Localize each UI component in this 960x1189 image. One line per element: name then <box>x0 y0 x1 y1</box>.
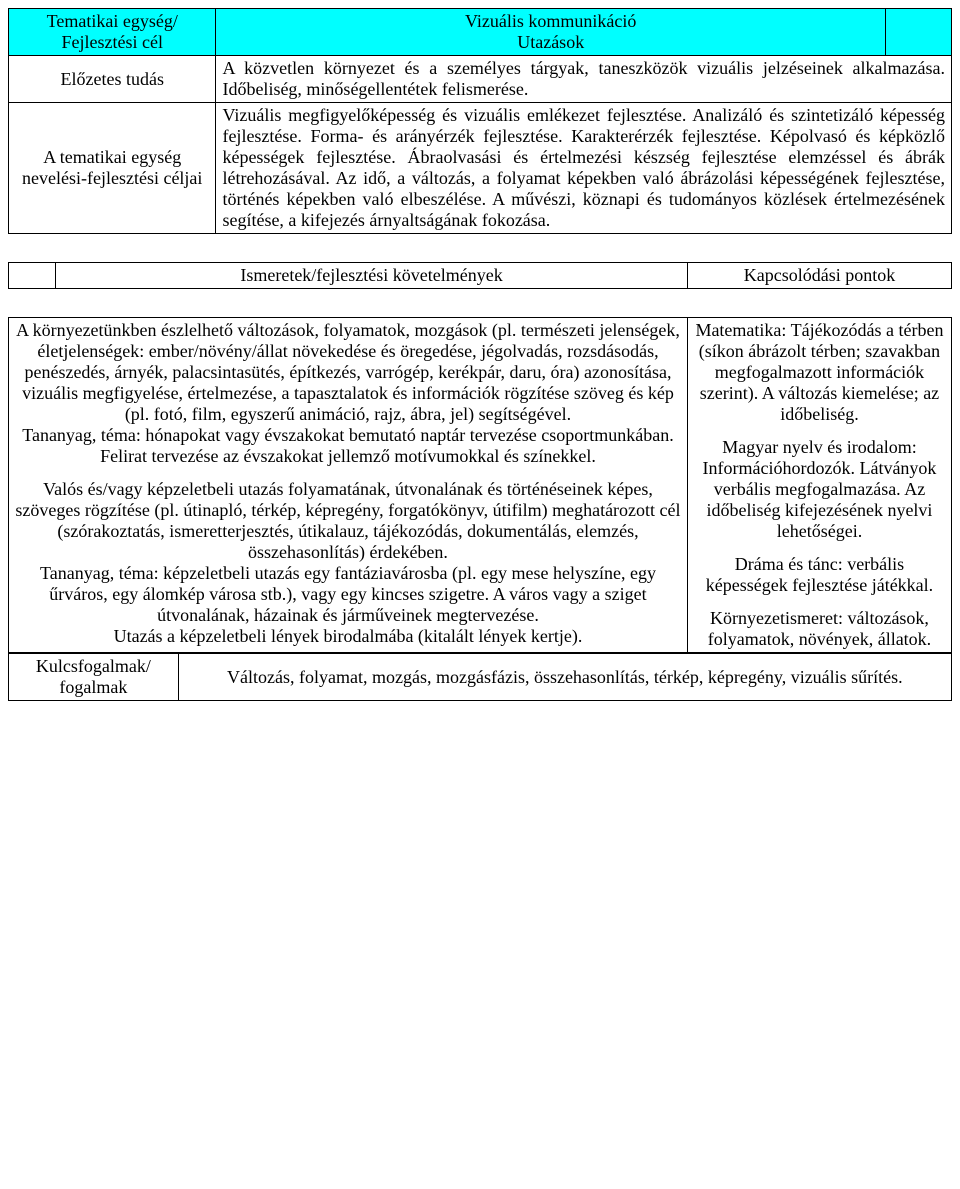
thematic-unit-label-2: Fejlesztési cél <box>61 32 162 52</box>
unit-header-right <box>885 9 951 56</box>
content-right-gap1 <box>694 425 945 437</box>
key-concepts-label-cell: Kulcsfogalmak/ fogalmak <box>9 654 179 701</box>
requirements-header-mid: Ismeretek/fejlesztési követelmények <box>56 263 688 289</box>
content-left-gap <box>15 467 681 479</box>
prior-knowledge-label: Előzetes tudás <box>9 56 216 103</box>
prior-knowledge-text: A közvetlen környezet és a személyes tár… <box>216 56 952 103</box>
content-left-p4: Tananyag, téma: képzeletbeli utazás egy … <box>15 563 681 626</box>
content-left-p2: Tananyag, téma: hónapokat vagy évszakoka… <box>15 425 681 467</box>
content-right-p2: Magyar nyelv és irodalom: Információhord… <box>694 437 945 542</box>
content-right-cell: Matematika: Tájékozódás a térben (síkon … <box>687 318 951 653</box>
content-left-p5: Utazás a képzeletbeli lények birodalmába… <box>15 626 681 647</box>
key-concepts-label-2: fogalmak <box>59 677 127 697</box>
unit-header-mid: Vizuális kommunikáció Utazások <box>216 9 886 56</box>
requirements-header-empty <box>9 263 56 289</box>
thematic-unit-label-1: Tematikai egység/ <box>47 11 178 31</box>
goals-label: A tematikai egység nevelési-fejlesztési … <box>9 103 216 234</box>
content-right-gap3 <box>694 596 945 608</box>
content-right-p4: Környezetismeret: változások, folyamatok… <box>694 608 945 650</box>
unit-title-2: Utazások <box>517 32 584 52</box>
content-left-p3: Valós és/vagy képzeletbeli utazás folyam… <box>15 479 681 563</box>
content-table: A környezetünkben észlelhető változások,… <box>8 317 952 653</box>
content-right-p1: Matematika: Tájékozódás a térben (síkon … <box>694 320 945 425</box>
unit-header-table: Tematikai egység/ Fejlesztési cél Vizuál… <box>8 8 952 234</box>
content-left-p1: A környezetünkben észlelhető változások,… <box>15 320 681 425</box>
goals-text: Vizuális megfigyelőképesség és vizuális … <box>216 103 952 234</box>
spacer-1 <box>8 234 952 262</box>
key-concepts-text: Változás, folyamat, mozgás, mozgásfázis,… <box>178 654 951 701</box>
content-right-gap2 <box>694 542 945 554</box>
content-left-cell: A környezetünkben észlelhető változások,… <box>9 318 688 653</box>
unit-title-1: Vizuális kommunikáció <box>465 11 636 31</box>
key-concepts-table: Kulcsfogalmak/ fogalmak Változás, folyam… <box>8 653 952 701</box>
requirements-header-table: Ismeretek/fejlesztési követelmények Kapc… <box>8 262 952 289</box>
spacer-2 <box>8 289 952 317</box>
requirements-header-right: Kapcsolódási pontok <box>687 263 951 289</box>
key-concepts-label-1: Kulcsfogalmak/ <box>36 656 151 676</box>
unit-header-left: Tematikai egység/ Fejlesztési cél <box>9 9 216 56</box>
content-right-p3: Dráma és tánc: verbális képességek fejle… <box>694 554 945 596</box>
